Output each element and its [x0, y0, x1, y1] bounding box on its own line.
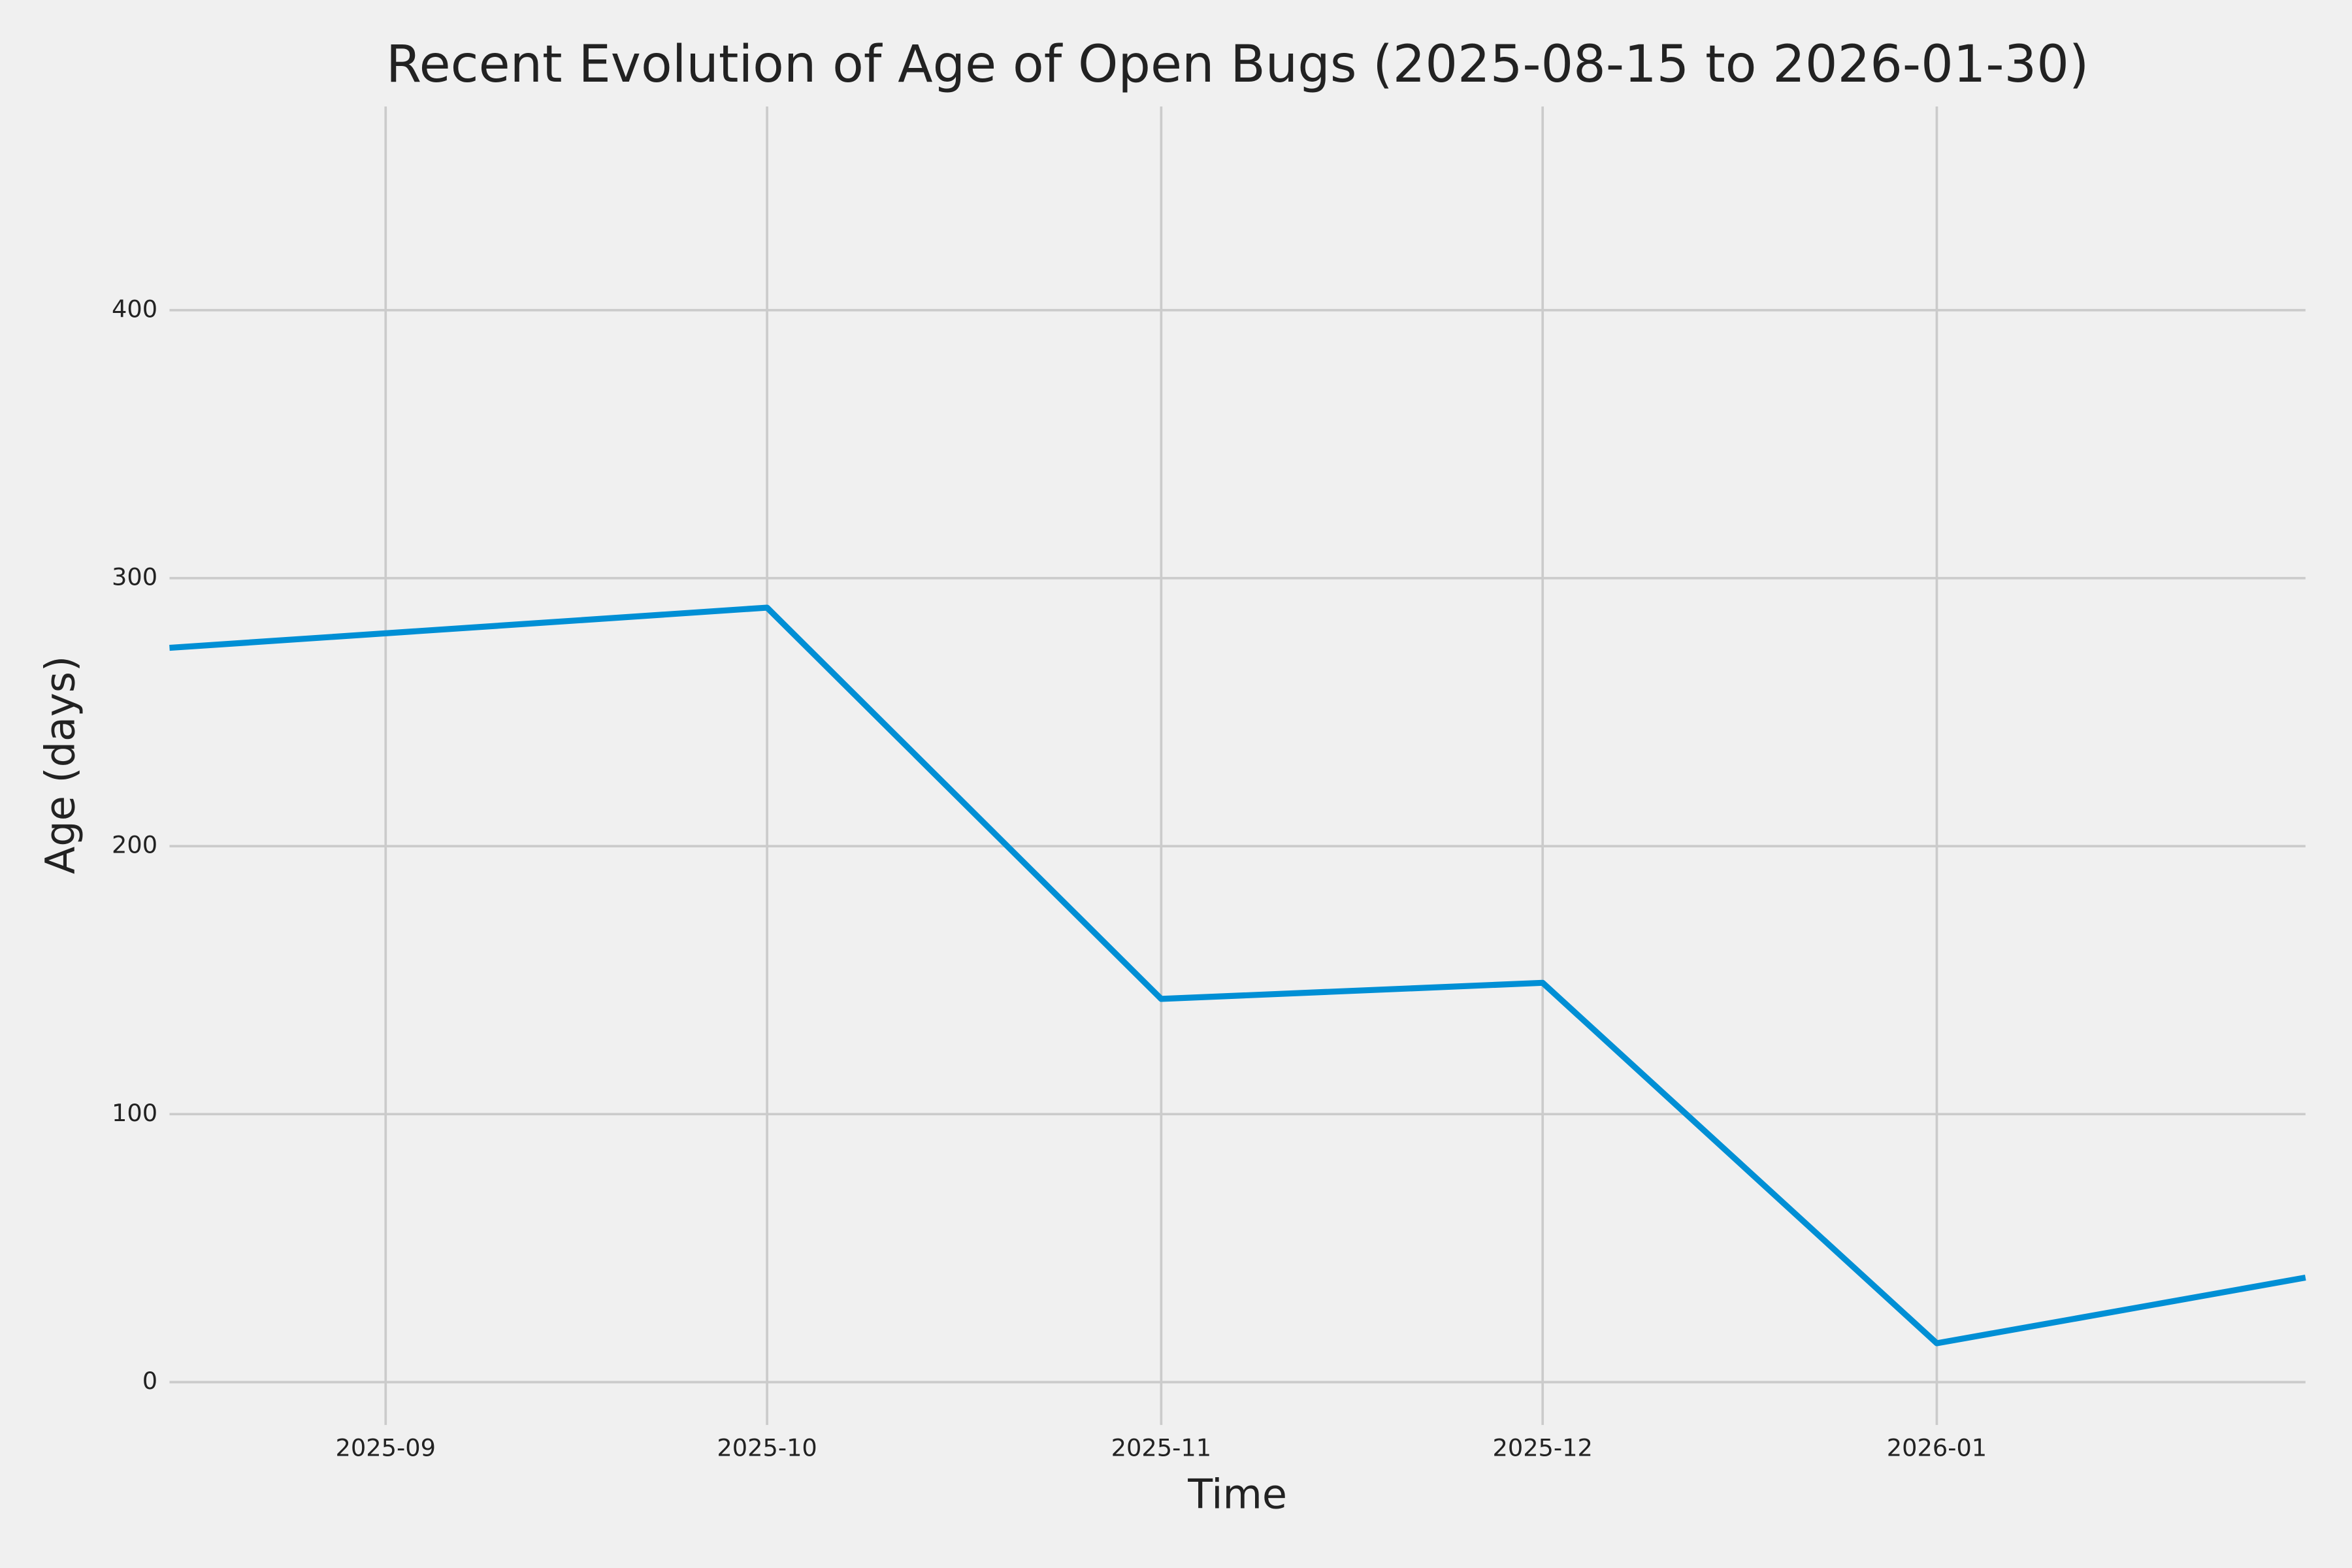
y-axis-label: Age (days) [37, 656, 84, 874]
y-tick-label: 0 [142, 1367, 157, 1395]
x-tick-label: 2025-11 [1111, 1433, 1211, 1462]
x-tick-label: 2025-10 [717, 1433, 817, 1462]
y-tick-label: 100 [112, 1099, 157, 1127]
x-tick-label: 2026-01 [1887, 1433, 1987, 1462]
x-tick-label: 2025-09 [336, 1433, 436, 1462]
line [169, 604, 2306, 1347]
x-axis-label: Time [1187, 1470, 1287, 1518]
chart-title: Recent Evolution of Age of Open Bugs (20… [386, 35, 2089, 94]
x-tick-label: 2025-12 [1492, 1433, 1592, 1462]
y-tick-label: 300 [112, 563, 157, 591]
y-tick-label: 200 [112, 831, 157, 859]
y-tick-label: 400 [112, 295, 157, 323]
